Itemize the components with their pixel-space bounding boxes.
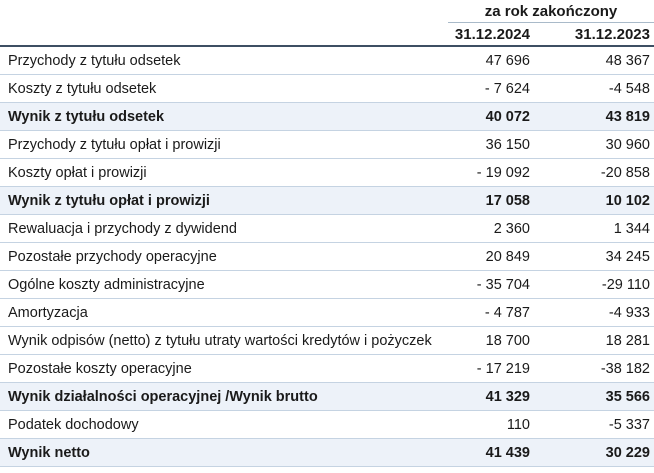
row-value-2024: 41 329 xyxy=(485,388,530,405)
table-row: Podatek dochodowy 110 -5 337 xyxy=(0,411,654,439)
row-value-2023: -4 933 xyxy=(608,304,650,321)
table-row: Pozostałe przychody operacyjne 20 849 34… xyxy=(0,243,654,271)
table-row: Wynik działalności operacyjnej /Wynik br… xyxy=(0,383,654,411)
row-value-2023: -20 858 xyxy=(600,164,650,181)
row-label: Wynik z tytułu odsetek xyxy=(8,108,165,125)
row-label: Podatek dochodowy xyxy=(8,416,139,433)
table-row: Wynik netto 41 439 30 229 xyxy=(0,439,654,467)
row-label: Amortyzacja xyxy=(8,304,88,321)
row-label: Koszty opłat i prowizji xyxy=(8,164,147,181)
column-header-2024: 31.12.2024 xyxy=(454,25,530,43)
row-value-2023: -4 548 xyxy=(608,80,650,97)
row-value-2024: 40 072 xyxy=(485,108,530,125)
table-row: Wynik odpisów (netto) z tytułu utraty wa… xyxy=(0,327,654,355)
row-value-2024: - 4 787 xyxy=(484,304,530,321)
table-row: Wynik z tytułu opłat i prowizji 17 058 1… xyxy=(0,187,654,215)
table-row: Wynik z tytułu odsetek 40 072 43 819 xyxy=(0,103,654,131)
table-row: Koszty z tytułu odsetek - 7 624 -4 548 xyxy=(0,75,654,103)
row-value-2024: 2 360 xyxy=(493,220,530,237)
row-label: Wynik z tytułu opłat i prowizji xyxy=(8,192,210,209)
period-group-header: za rok zakończony xyxy=(448,0,654,23)
row-label: Pozostałe koszty operacyjne xyxy=(8,360,192,377)
row-label: Rewaluacja i przychody z dywidend xyxy=(8,220,237,237)
row-value-2024: 110 xyxy=(506,416,530,433)
table-row: Rewaluacja i przychody z dywidend 2 360 … xyxy=(0,215,654,243)
row-value-2023: 43 819 xyxy=(605,108,650,125)
column-header-2023: 31.12.2023 xyxy=(574,25,650,43)
row-label: Przychody z tytułu opłat i prowizji xyxy=(8,136,221,153)
row-label: Wynik działalności operacyjnej /Wynik br… xyxy=(8,388,318,405)
row-value-2023: 34 245 xyxy=(605,248,650,265)
table-body: Przychody z tytułu odsetek 47 696 48 367… xyxy=(0,47,654,467)
row-value-2023: 18 281 xyxy=(605,332,650,349)
table-row: Przychody z tytułu odsetek 47 696 48 367 xyxy=(0,47,654,75)
row-value-2024: - 19 092 xyxy=(476,164,530,181)
row-value-2024: 17 058 xyxy=(485,192,530,209)
row-value-2023: -29 110 xyxy=(601,276,650,293)
row-value-2024: - 7 624 xyxy=(484,80,530,97)
row-value-2024: 20 849 xyxy=(485,248,530,265)
row-value-2023: 48 367 xyxy=(605,52,650,69)
row-label: Przychody z tytułu odsetek xyxy=(8,52,181,69)
row-label: Ogólne koszty administracyjne xyxy=(8,276,205,293)
row-value-2024: - 17 219 xyxy=(476,360,530,377)
table-row: Przychody z tytułu opłat i prowizji 36 1… xyxy=(0,131,654,159)
row-value-2024: 47 696 xyxy=(485,52,530,69)
row-label: Pozostałe przychody operacyjne xyxy=(8,248,217,265)
row-value-2024: - 35 704 xyxy=(476,276,530,293)
row-value-2024: 18 700 xyxy=(485,332,530,349)
row-label: Wynik netto xyxy=(8,444,90,461)
row-value-2023: -5 337 xyxy=(608,416,650,433)
row-label: Koszty z tytułu odsetek xyxy=(8,80,157,97)
table-row: Ogólne koszty administracyjne - 35 704 -… xyxy=(0,271,654,299)
row-label: Wynik odpisów (netto) z tytułu utraty wa… xyxy=(8,332,432,349)
header-group-row: za rok zakończony xyxy=(0,0,654,23)
table-row: Koszty opłat i prowizji - 19 092 -20 858 xyxy=(0,159,654,187)
row-value-2023: 30 960 xyxy=(605,136,650,153)
row-value-2024: 41 439 xyxy=(485,444,530,461)
header-spacer xyxy=(0,0,448,23)
row-value-2023: 35 566 xyxy=(605,388,650,405)
table-row: Pozostałe koszty operacyjne - 17 219 -38… xyxy=(0,355,654,383)
row-value-2024: 36 150 xyxy=(485,136,530,153)
row-value-2023: 10 102 xyxy=(605,192,650,209)
row-value-2023: -38 182 xyxy=(600,360,650,377)
table-row: Amortyzacja - 4 787 -4 933 xyxy=(0,299,654,327)
row-value-2023: 1 344 xyxy=(613,220,650,237)
row-value-2023: 30 229 xyxy=(605,444,650,461)
header-dates-row: 31.12.2024 31.12.2023 xyxy=(0,23,654,47)
